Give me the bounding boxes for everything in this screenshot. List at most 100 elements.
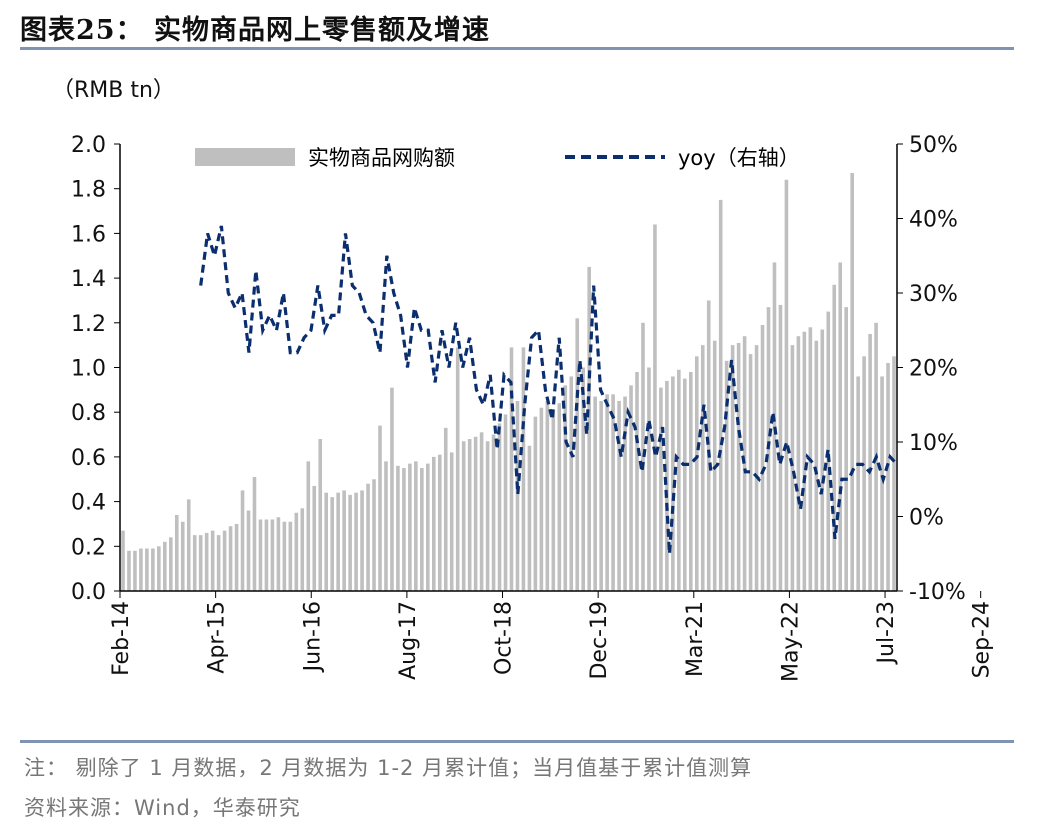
x-tick-label: Oct-18 <box>492 601 517 675</box>
left-tick-label: 0.4 <box>71 491 106 516</box>
bar <box>270 519 275 591</box>
bar <box>653 224 657 591</box>
bar <box>210 530 215 591</box>
x-tick-label: Sep-24 <box>970 601 995 678</box>
bar <box>467 439 472 591</box>
bar <box>599 401 603 591</box>
bar <box>420 468 424 591</box>
axes-group: 0.0 0.2 0.4 0.6 0.8 1.0 1.2 1.4 1.6 1.8 2.0 -10% 0% 1… <box>71 133 995 682</box>
bar <box>641 322 645 591</box>
bar <box>689 371 693 591</box>
bar <box>748 354 753 591</box>
bar <box>856 376 860 591</box>
bar <box>694 356 699 591</box>
bar <box>832 284 837 591</box>
bar <box>384 461 388 591</box>
bar <box>521 347 526 591</box>
bar <box>551 409 556 591</box>
bar <box>443 427 448 591</box>
bar <box>736 342 741 591</box>
bar <box>336 492 340 591</box>
bar <box>868 333 872 591</box>
x-tick-label: Feb-14 <box>109 601 134 676</box>
bar <box>234 523 239 591</box>
bar <box>844 307 848 591</box>
bar <box>515 401 520 591</box>
figure-title: 图表25： 实物商品网上零售额及增速 <box>20 15 490 46</box>
x-tick-label: Apr-15 <box>205 601 230 674</box>
bar <box>784 179 789 591</box>
bar <box>258 519 263 591</box>
bar <box>216 535 221 592</box>
bar <box>617 401 621 591</box>
bar <box>509 347 514 591</box>
bar <box>151 548 155 591</box>
bar <box>647 367 651 591</box>
x-tick-label: Dec-19 <box>587 601 612 680</box>
bar <box>426 463 430 591</box>
right-tick-label: 20% <box>909 357 958 382</box>
bar <box>479 432 484 591</box>
bar <box>240 490 245 591</box>
x-tick-label: Jun-16 <box>300 601 325 673</box>
bar <box>629 385 633 591</box>
bar <box>324 492 328 591</box>
left-tick-label: 1.4 <box>71 267 106 292</box>
x-tick-label: Mar-21 <box>683 601 708 677</box>
bar <box>790 345 795 591</box>
bar <box>527 445 532 591</box>
left-tick-label: 0.8 <box>71 401 106 426</box>
left-tick-label: 1.8 <box>71 178 106 203</box>
unit-label: （RMB tn） <box>52 78 175 103</box>
bar <box>246 510 251 591</box>
bar <box>312 485 317 591</box>
bar <box>157 546 161 591</box>
right-tick-label: 50% <box>909 133 958 158</box>
left-tick-label: 1.2 <box>71 312 106 337</box>
bar <box>611 394 615 591</box>
bar <box>635 371 639 591</box>
bar <box>838 262 843 591</box>
bar <box>862 356 866 591</box>
bar <box>198 535 203 592</box>
bar <box>127 550 131 591</box>
bar <box>491 434 496 591</box>
bar <box>557 403 562 591</box>
bar <box>880 376 884 591</box>
bar <box>671 376 675 591</box>
source-line: 资料来源：Wind，华泰研究 <box>24 796 301 820</box>
bar <box>659 387 663 591</box>
bar <box>461 441 466 591</box>
bar <box>545 401 550 591</box>
bar <box>378 425 382 591</box>
footnote: 注： 剔除了 1 月数据，2 月数据为 1-2 月累计值；当月值基于累计值测算 <box>24 756 753 780</box>
bar <box>252 477 257 591</box>
bar <box>282 521 287 591</box>
bar <box>497 423 502 592</box>
legend: 实物商品网购额 yoy（右轴） <box>195 146 800 170</box>
legend-bar-label: 实物商品网购额 <box>308 146 455 170</box>
bar <box>342 490 346 591</box>
bar <box>820 329 825 591</box>
bar <box>360 490 364 591</box>
bar <box>503 414 508 591</box>
left-tick-label: 2.0 <box>71 133 106 158</box>
bar <box>139 548 143 591</box>
bar <box>886 363 890 591</box>
bar <box>796 336 801 591</box>
bar <box>455 347 460 591</box>
x-tick-label: May-22 <box>778 601 803 682</box>
left-tick-label: 0.0 <box>71 580 106 605</box>
bar <box>276 517 281 591</box>
bar <box>772 262 777 591</box>
bar <box>330 497 334 591</box>
x-tick-label: Jul-23 <box>874 601 899 665</box>
bar <box>372 479 376 591</box>
bar <box>569 376 574 591</box>
bar <box>581 367 586 591</box>
bar <box>760 325 765 591</box>
bar <box>306 461 311 591</box>
bar <box>802 331 807 591</box>
bar <box>288 521 293 591</box>
bar <box>593 396 597 591</box>
